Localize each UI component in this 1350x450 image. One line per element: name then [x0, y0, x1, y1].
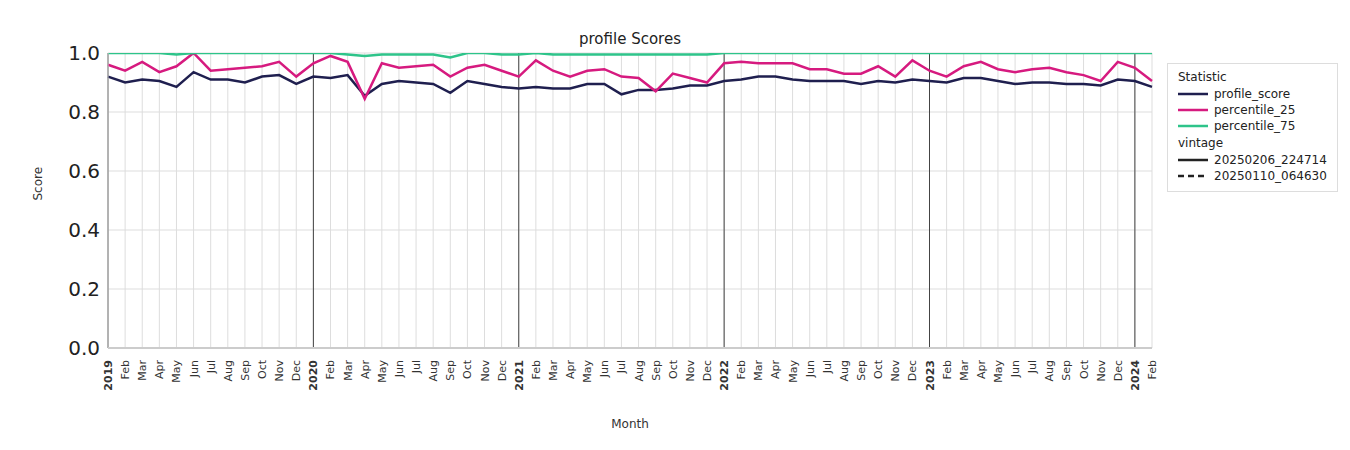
- svg-text:Dec: Dec: [701, 360, 714, 381]
- svg-text:Mar: Mar: [752, 360, 765, 381]
- svg-text:May: May: [170, 360, 183, 383]
- svg-text:Nov: Nov: [273, 360, 286, 382]
- svg-text:Oct: Oct: [1078, 359, 1091, 379]
- svg-text:Dec: Dec: [496, 360, 509, 381]
- svg-text:Feb: Feb: [735, 360, 748, 379]
- svg-text:Feb: Feb: [119, 360, 132, 379]
- svg-text:1.0: 1.0: [68, 41, 100, 65]
- svg-text:2024: 2024: [1129, 360, 1142, 391]
- svg-text:May: May: [992, 360, 1005, 383]
- svg-text:2021: 2021: [513, 360, 526, 391]
- html-text:profile_score: profile_score: [1214, 87, 1291, 101]
- svg-text:Feb: Feb: [1146, 360, 1159, 379]
- svg-text:Apr: Apr: [359, 360, 372, 380]
- svg-text:Jun: Jun: [188, 360, 201, 378]
- svg-text:Oct: Oct: [872, 359, 885, 379]
- svg-text:Nov: Nov: [684, 360, 697, 382]
- svg-text:Dec: Dec: [290, 360, 303, 381]
- svg-text:Jun: Jun: [1009, 360, 1022, 378]
- html-text:profile Scores: profile Scores: [579, 30, 681, 48]
- svg-text:0.2: 0.2: [68, 277, 100, 301]
- svg-text:Oct: Oct: [256, 359, 269, 379]
- svg-text:2019: 2019: [102, 360, 115, 391]
- svg-text:Jun: Jun: [393, 360, 406, 378]
- svg-text:Dec: Dec: [906, 360, 919, 381]
- svg-text:2020: 2020: [307, 360, 320, 391]
- svg-text:Jul: Jul: [821, 360, 834, 374]
- svg-text:Apr: Apr: [153, 360, 166, 380]
- html-text:percentile_75: percentile_75: [1214, 119, 1296, 133]
- svg-text:0.6: 0.6: [68, 159, 100, 183]
- svg-text:Jul: Jul: [410, 360, 423, 374]
- svg-text:Mar: Mar: [958, 360, 971, 381]
- svg-text:Jul: Jul: [1026, 360, 1039, 374]
- svg-text:Sep: Sep: [1060, 360, 1073, 381]
- svg-text:Month: Month: [611, 417, 649, 431]
- svg-text:Mar: Mar: [136, 360, 149, 381]
- svg-text:2023: 2023: [924, 360, 937, 391]
- svg-text:Mar: Mar: [547, 360, 560, 381]
- svg-text:Aug: Aug: [222, 360, 235, 381]
- svg-text:Aug: Aug: [427, 360, 440, 381]
- svg-text:Apr: Apr: [769, 360, 782, 380]
- html-text:vintage: vintage: [1178, 136, 1224, 150]
- svg-text:Sep: Sep: [650, 360, 663, 381]
- svg-text:Apr: Apr: [975, 360, 988, 380]
- svg-text:Feb: Feb: [941, 360, 954, 379]
- html-text:20250110_064630: 20250110_064630: [1214, 169, 1327, 183]
- svg-text:Jul: Jul: [205, 360, 218, 374]
- svg-text:Jun: Jun: [598, 360, 611, 378]
- svg-text:Sep: Sep: [444, 360, 457, 381]
- svg-text:Oct: Oct: [667, 359, 680, 379]
- svg-text:Dec: Dec: [1112, 360, 1125, 381]
- svg-text:Score: Score: [31, 167, 45, 201]
- svg-text:0.4: 0.4: [68, 218, 100, 242]
- svg-text:Feb: Feb: [324, 360, 337, 379]
- svg-text:Apr: Apr: [564, 360, 577, 380]
- svg-text:Nov: Nov: [889, 360, 902, 382]
- svg-text:Aug: Aug: [633, 360, 646, 381]
- svg-text:May: May: [376, 360, 389, 383]
- svg-text:Mar: Mar: [342, 360, 355, 381]
- svg-text:Feb: Feb: [530, 360, 543, 379]
- svg-text:0.0: 0.0: [68, 336, 100, 360]
- svg-text:Jul: Jul: [615, 360, 628, 374]
- svg-text:2022: 2022: [718, 360, 731, 391]
- svg-text:0.8: 0.8: [68, 100, 100, 124]
- svg-text:Jun: Jun: [804, 360, 817, 378]
- svg-text:Sep: Sep: [855, 360, 868, 381]
- html-text:percentile_25: percentile_25: [1214, 103, 1296, 117]
- svg-text:Sep: Sep: [239, 360, 252, 381]
- html-text:Statistic: Statistic: [1178, 70, 1227, 84]
- svg-text:Nov: Nov: [479, 360, 492, 382]
- svg-text:Nov: Nov: [1095, 360, 1108, 382]
- svg-text:Oct: Oct: [461, 359, 474, 379]
- svg-text:Aug: Aug: [1043, 360, 1056, 381]
- svg-text:May: May: [581, 360, 594, 383]
- svg-text:Aug: Aug: [838, 360, 851, 381]
- svg-text:May: May: [787, 360, 800, 383]
- html-text:20250206_224714: 20250206_224714: [1214, 153, 1327, 167]
